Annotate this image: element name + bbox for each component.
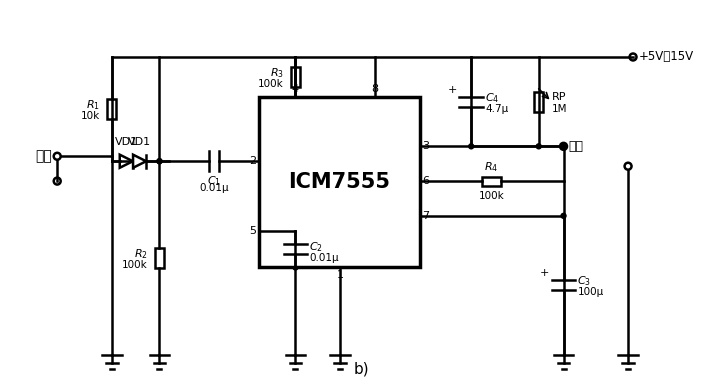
Circle shape [157, 159, 162, 164]
Text: 100k: 100k [479, 191, 505, 201]
Text: b): b) [353, 362, 369, 377]
Text: 6: 6 [422, 176, 430, 186]
Text: 3: 3 [422, 141, 430, 151]
Text: +5V～15V: +5V～15V [639, 51, 694, 63]
Polygon shape [120, 155, 133, 168]
Bar [258, 97, 419, 267]
Circle shape [561, 213, 566, 218]
Text: RP: RP [552, 92, 566, 102]
Circle shape [561, 144, 566, 149]
Text: 1: 1 [336, 271, 344, 281]
Text: 100k: 100k [258, 79, 284, 89]
Text: $C_2$: $C_2$ [309, 240, 323, 254]
Bar [534, 92, 543, 112]
Text: $C_4$: $C_4$ [485, 91, 500, 105]
Text: 100μ: 100μ [578, 287, 604, 297]
Circle shape [469, 144, 474, 149]
Text: 5: 5 [249, 226, 256, 236]
Text: 100k: 100k [122, 260, 147, 270]
Text: 输出: 输出 [568, 140, 583, 153]
Text: $R_2$: $R_2$ [134, 247, 147, 261]
Text: 4: 4 [292, 84, 299, 94]
Circle shape [293, 265, 298, 270]
Text: $R_1$: $R_1$ [86, 98, 100, 112]
Text: ICM7555: ICM7555 [288, 172, 390, 192]
Text: 0.01μ: 0.01μ [199, 183, 229, 193]
Text: 8: 8 [371, 84, 378, 94]
Text: VD1: VD1 [115, 137, 138, 147]
Polygon shape [133, 155, 146, 168]
Text: $R_4$: $R_4$ [484, 160, 499, 174]
Text: 0.01μ: 0.01μ [309, 253, 339, 263]
Text: $R_3$: $R_3$ [269, 66, 284, 80]
Text: +: + [540, 268, 549, 278]
Circle shape [536, 144, 542, 149]
Text: +: + [448, 85, 457, 95]
Text: $C_1$: $C_1$ [207, 174, 221, 188]
Bar [482, 177, 502, 186]
Bar [155, 248, 164, 268]
Text: $C_3$: $C_3$ [578, 274, 591, 288]
Text: 触发: 触发 [35, 149, 52, 163]
Text: 7: 7 [422, 211, 430, 221]
Circle shape [157, 159, 162, 164]
Text: 2: 2 [248, 156, 256, 166]
Text: 10k: 10k [81, 111, 100, 121]
Text: 1M: 1M [552, 103, 567, 113]
Bar [291, 67, 300, 87]
Text: 4.7μ: 4.7μ [485, 103, 508, 113]
Bar [108, 99, 116, 119]
Text: VD1: VD1 [128, 137, 151, 147]
